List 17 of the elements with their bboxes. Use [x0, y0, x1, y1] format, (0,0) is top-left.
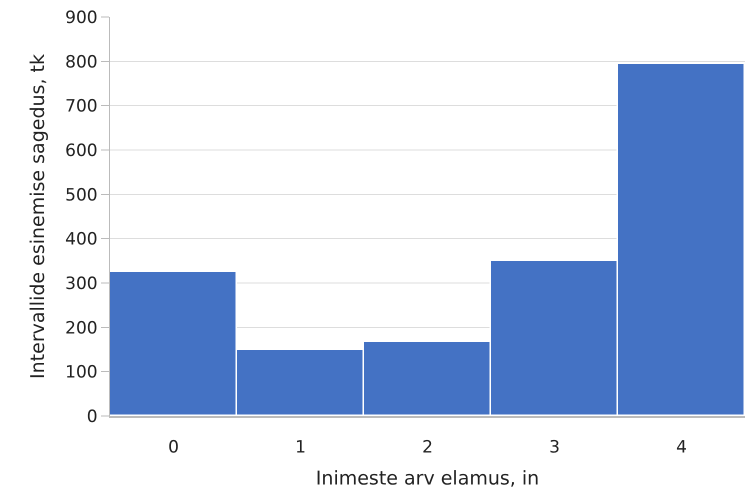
- y-tick-label: 100: [65, 362, 98, 383]
- x-tick-label: 1: [295, 437, 306, 458]
- y-axis-title: Intervallide esinemise sagedus, tk: [26, 54, 49, 379]
- x-axis-title: Inimeste arv elamus, in: [316, 468, 540, 490]
- y-tick-label: 600: [65, 140, 98, 161]
- x-tick-label: 2: [422, 437, 433, 458]
- y-tick-label: 500: [65, 185, 98, 206]
- x-tick-label: 0: [168, 437, 179, 458]
- y-tick-label: 700: [65, 96, 98, 117]
- y-tick-label: 400: [65, 230, 98, 250]
- x-tick-label: 3: [549, 437, 560, 458]
- y-tick-label: 900: [65, 8, 98, 28]
- y-tick-label: 200: [65, 318, 98, 338]
- y-tick-label: 800: [65, 52, 98, 72]
- x-tick-label: 4: [676, 437, 687, 458]
- y-tick-label: 0: [86, 406, 98, 427]
- y-tick-label: 300: [65, 274, 98, 294]
